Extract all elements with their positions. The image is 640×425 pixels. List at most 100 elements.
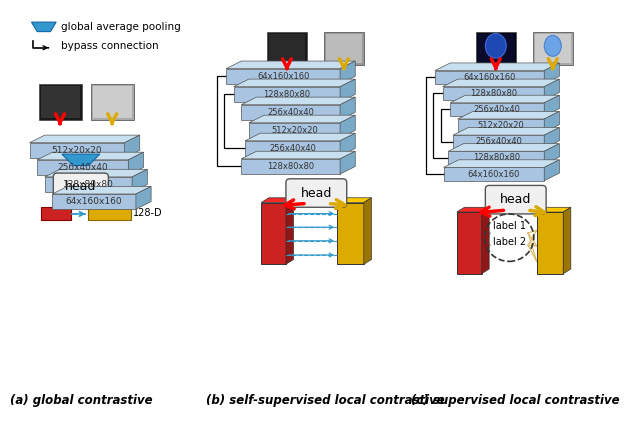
Text: 256x40x40: 256x40x40	[58, 163, 108, 172]
Polygon shape	[444, 167, 544, 181]
Polygon shape	[226, 61, 355, 69]
Bar	[41, 86, 80, 118]
Text: label 2: label 2	[493, 238, 525, 247]
Polygon shape	[444, 160, 559, 167]
Polygon shape	[241, 97, 355, 105]
Polygon shape	[337, 198, 371, 203]
Bar	[93, 86, 132, 118]
Text: head: head	[301, 187, 332, 199]
Polygon shape	[340, 79, 355, 102]
Polygon shape	[29, 135, 140, 143]
Polygon shape	[62, 154, 100, 165]
Polygon shape	[443, 87, 544, 100]
Bar	[476, 31, 516, 65]
Bar	[477, 34, 514, 63]
Polygon shape	[364, 198, 371, 264]
Polygon shape	[340, 133, 355, 156]
Bar	[324, 31, 364, 65]
Text: 512x20x20: 512x20x20	[477, 121, 524, 130]
Bar	[92, 84, 134, 120]
Polygon shape	[449, 151, 544, 164]
Text: 512x20x20: 512x20x20	[271, 126, 318, 135]
Polygon shape	[544, 63, 559, 84]
Text: 128x80x80: 128x80x80	[470, 89, 517, 98]
Bar	[41, 207, 71, 220]
Polygon shape	[443, 79, 559, 87]
Polygon shape	[129, 152, 143, 175]
Polygon shape	[241, 151, 355, 159]
Text: bypass connection: bypass connection	[61, 41, 159, 51]
Text: 512x20x20: 512x20x20	[52, 146, 102, 155]
Polygon shape	[136, 187, 151, 209]
Polygon shape	[340, 115, 355, 138]
Polygon shape	[261, 198, 294, 203]
Polygon shape	[340, 151, 355, 174]
Polygon shape	[37, 160, 129, 175]
Text: 128x80x80: 128x80x80	[267, 162, 314, 171]
Bar	[88, 207, 131, 220]
Polygon shape	[458, 111, 559, 119]
Polygon shape	[234, 87, 340, 102]
Polygon shape	[536, 207, 571, 212]
Text: 128x80x80: 128x80x80	[263, 90, 310, 99]
Polygon shape	[544, 144, 559, 164]
Bar	[326, 34, 362, 63]
Polygon shape	[450, 95, 559, 103]
Bar	[267, 31, 307, 65]
Text: (a) global contrastive: (a) global contrastive	[10, 394, 152, 408]
Polygon shape	[458, 119, 544, 132]
Polygon shape	[536, 212, 563, 274]
Polygon shape	[132, 169, 147, 192]
Polygon shape	[261, 203, 286, 264]
Polygon shape	[544, 160, 559, 181]
Text: global average pooling: global average pooling	[61, 22, 180, 32]
Text: 128x80x80: 128x80x80	[63, 180, 114, 189]
Text: head: head	[500, 193, 531, 206]
Text: 256x40x40: 256x40x40	[268, 108, 314, 117]
Polygon shape	[31, 22, 56, 31]
Polygon shape	[435, 63, 559, 71]
Polygon shape	[457, 212, 481, 274]
Text: 256x40x40: 256x40x40	[269, 144, 316, 153]
Bar	[269, 34, 305, 63]
Text: 64x160x160: 64x160x160	[468, 170, 520, 178]
Bar	[39, 84, 82, 120]
Polygon shape	[481, 207, 489, 274]
Text: (b) self-supervised local contrastive: (b) self-supervised local contrastive	[207, 394, 445, 408]
FancyBboxPatch shape	[286, 179, 347, 207]
Polygon shape	[249, 115, 355, 123]
Bar	[535, 34, 571, 63]
Polygon shape	[544, 128, 559, 148]
Polygon shape	[125, 135, 140, 158]
Bar	[533, 31, 573, 65]
FancyBboxPatch shape	[485, 185, 546, 214]
FancyBboxPatch shape	[53, 173, 108, 200]
Polygon shape	[340, 61, 355, 84]
Text: 128x80x80: 128x80x80	[473, 153, 520, 162]
Polygon shape	[340, 97, 355, 120]
Polygon shape	[245, 133, 355, 141]
Polygon shape	[226, 69, 340, 84]
Text: 128-D: 128-D	[133, 208, 163, 218]
Polygon shape	[241, 105, 340, 120]
Polygon shape	[234, 79, 355, 87]
Polygon shape	[563, 207, 571, 274]
Polygon shape	[337, 203, 364, 264]
Polygon shape	[245, 141, 340, 156]
Polygon shape	[449, 144, 559, 151]
Polygon shape	[457, 207, 489, 212]
Text: 64x160x160: 64x160x160	[66, 197, 122, 206]
Text: head: head	[65, 180, 97, 193]
Polygon shape	[453, 128, 559, 135]
Polygon shape	[45, 169, 147, 177]
Text: 256x40x40: 256x40x40	[474, 105, 521, 114]
Polygon shape	[544, 111, 559, 132]
Polygon shape	[37, 152, 143, 160]
Polygon shape	[52, 194, 136, 209]
Ellipse shape	[544, 35, 561, 56]
Text: 64x160x160: 64x160x160	[463, 73, 516, 82]
Polygon shape	[249, 123, 340, 138]
Polygon shape	[241, 159, 340, 174]
Polygon shape	[544, 79, 559, 100]
Ellipse shape	[485, 34, 506, 58]
